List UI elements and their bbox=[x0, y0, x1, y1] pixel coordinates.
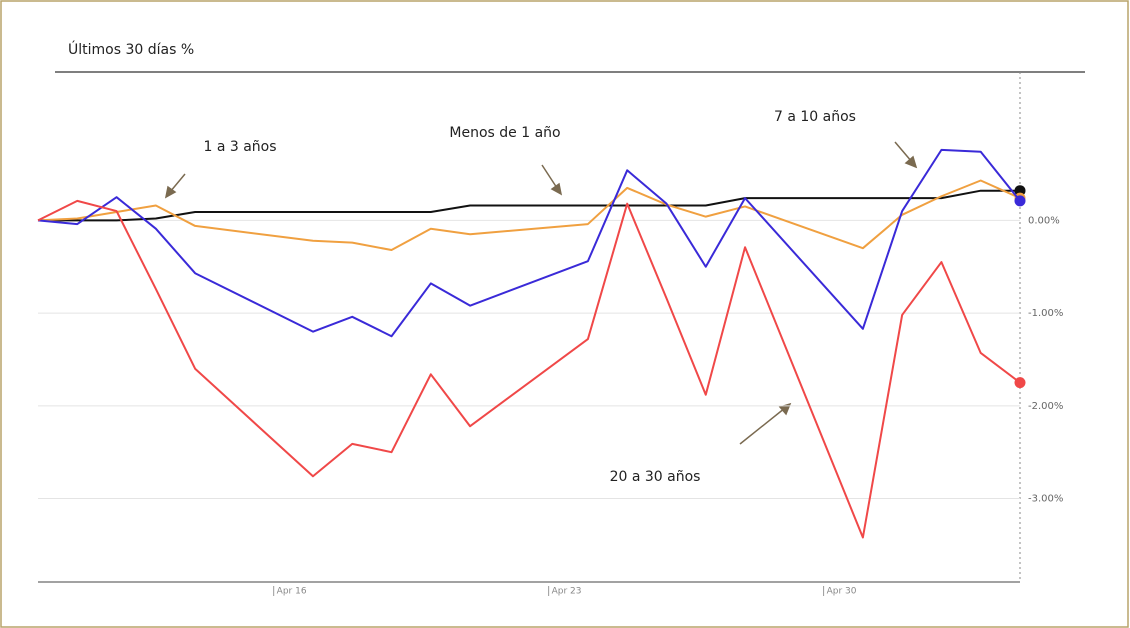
series-label: Menos de 1 año bbox=[449, 125, 560, 141]
arrowhead bbox=[550, 182, 563, 196]
arrowhead bbox=[164, 185, 177, 199]
x-tick-label: Apr 16 bbox=[277, 587, 307, 597]
series-label: 20 a 30 años bbox=[610, 469, 701, 485]
series-line bbox=[38, 189, 1020, 222]
end-point bbox=[1014, 377, 1026, 389]
series-line bbox=[37, 199, 1021, 539]
series-label: 7 a 10 años bbox=[774, 109, 856, 125]
y-tick-label: -1.00% bbox=[1028, 308, 1063, 319]
y-tick-label: -3.00% bbox=[1028, 494, 1063, 505]
arrows bbox=[164, 141, 918, 445]
series-label: 1 a 3 años bbox=[203, 139, 276, 155]
x-tick-label: Apr 30 bbox=[827, 587, 857, 597]
x-tick-label: Apr 23 bbox=[552, 587, 582, 597]
arrow bbox=[739, 407, 786, 445]
arrow bbox=[894, 141, 913, 163]
arrowhead bbox=[904, 155, 918, 169]
end-point bbox=[1014, 195, 1026, 207]
y-tick-label: 0.00% bbox=[1028, 215, 1060, 226]
chart-title: Últimos 30 días % bbox=[68, 40, 194, 58]
arrow bbox=[541, 164, 558, 189]
series-line bbox=[37, 148, 1021, 338]
y-tick-label: -2.00% bbox=[1028, 401, 1063, 412]
arrow bbox=[169, 173, 186, 193]
series-line bbox=[37, 179, 1021, 252]
